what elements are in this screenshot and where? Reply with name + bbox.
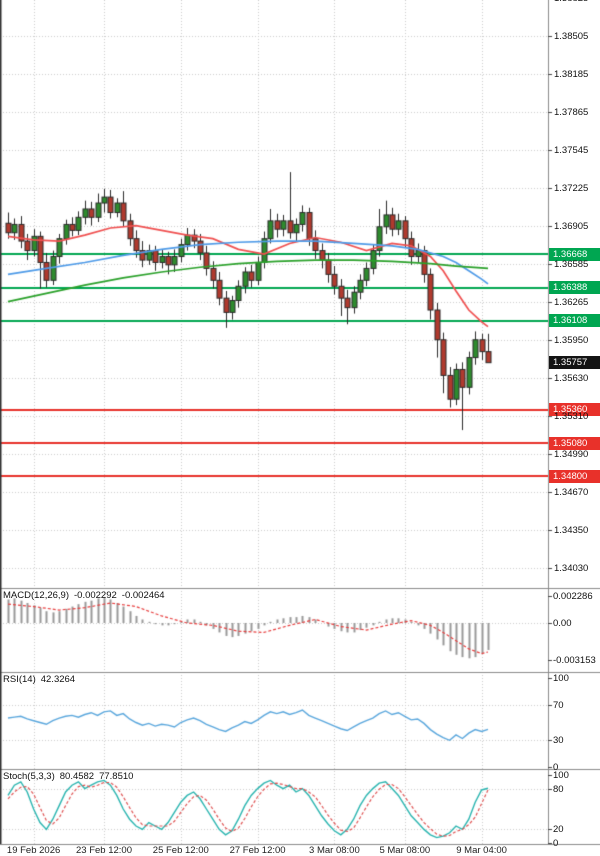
rsi-axis-label: 0 [553,762,559,773]
y-axis-label: 1.34350 [554,524,589,536]
y-axis-label: 1.37865 [554,107,589,119]
rsi-value: 42.3264 [40,674,76,685]
y-axis-label: 1.34030 [554,563,589,574]
y-axis-label: 1.36905 [554,221,589,233]
resistance-badge-1: 1.36388 [549,281,600,295]
support-badge-2: 1.34800 [549,469,600,483]
current-price-badge: 1.35757 [549,356,600,370]
y-axis-label: 1.34670 [554,486,589,498]
stoch-value-k: 80.4582 [59,771,95,782]
y-axis-label: 1.34990 [554,448,589,460]
y-axis-label: 1.38825 [554,0,588,4]
support-badge-0: 1.35360 [549,403,600,417]
y-axis-label: 1.38505 [554,31,589,42]
y-axis-label: 1.35310 [554,410,589,422]
y-axis-label: 1.35630 [554,372,589,384]
y-axis-label: 1.36585 [554,259,589,271]
x-axis-label: 27 Feb 12:00 [229,845,286,856]
rsi-title: RSI(14) [3,674,36,685]
stoch-value-d: 77.8510 [99,771,134,782]
stoch-axis-label: 100 [553,770,569,781]
macd-axis-label: 0.00 [553,618,572,629]
y-axis-label: 1.37545 [554,145,589,157]
x-axis-label: 3 Mar 08:00 [309,845,360,856]
stoch-axis-label: 80 [553,783,564,795]
macd-value-main: -0.002292 [74,590,117,601]
resistance-badge-2: 1.36108 [549,314,600,328]
macd-axis-label: -0.003153 [553,655,596,667]
macd-title: MACD(12,26,9) [3,590,69,601]
x-axis-label: 19 Feb 2026 [6,845,61,856]
support-badge-1: 1.35080 [549,436,600,450]
macd-axis-label: 0.002286 [553,591,593,603]
stoch-axis-label: 0 [553,838,559,849]
y-axis-label: 1.35950 [554,334,589,346]
y-axis-label: 1.37225 [554,183,589,195]
x-axis-label: 23 Feb 12:00 [76,845,132,856]
y-axis-label: 1.36265 [554,297,589,309]
stoch-title: Stoch(5,3,3) [3,771,55,782]
y-axis-label: 1.38185 [554,69,589,81]
stoch-axis-label: 20 [553,824,564,836]
rsi-axis-label: 70 [553,699,564,711]
x-axis-label: 25 Feb 12:00 [152,845,209,856]
macd-header: MACD(12,26,9) -0.002292 -0.002464 [3,590,170,601]
x-axis-label: 9 Mar 04:00 [456,845,507,856]
rsi-axis-label: 30 [553,735,564,747]
macd-value-signal: -0.002464 [121,590,165,601]
x-axis-label: 5 Mar 08:00 [379,845,431,856]
rsi-axis-label: 100 [553,673,569,684]
rsi-header: RSI(14) 42.3264 [3,674,80,685]
stoch-header: Stoch(5,3,3) 80.4582 77.8510 [3,771,138,782]
resistance-badge-0: 1.36668 [549,247,600,261]
